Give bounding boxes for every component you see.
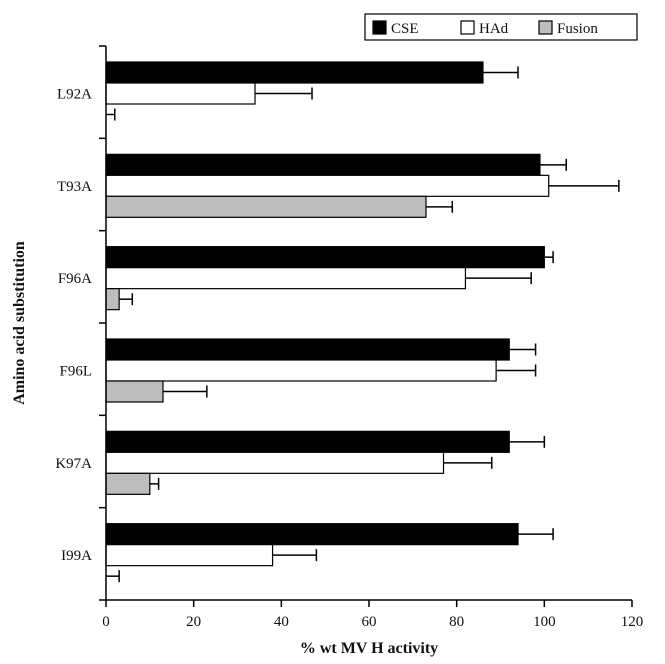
bar-cse-k97a — [105, 430, 510, 453]
bar-had-l92a — [105, 82, 256, 105]
bar-had-i99a — [105, 544, 274, 567]
legend-box — [364, 13, 638, 41]
bar-had-f96a — [105, 267, 467, 290]
category-label-f96a: F96A — [58, 271, 92, 287]
legend-swatch-had — [460, 20, 475, 35]
x-tick-label-20: 20 — [186, 614, 201, 630]
bar-cse-i99a — [105, 523, 519, 546]
x-axis-title: % wt MV H activity — [300, 640, 438, 657]
bar-had-f96l — [105, 359, 497, 382]
bar-fusion-f96a — [105, 288, 120, 311]
bar-had-k97a — [105, 451, 445, 474]
legend-label-cse: CSE — [391, 21, 419, 37]
legend-label-fusion: Fusion — [557, 21, 598, 37]
category-label-t93a: T93A — [57, 179, 92, 195]
bar-cse-t93a — [105, 153, 541, 176]
bar-fusion-k97a — [105, 472, 151, 495]
legend-swatch-fusion — [538, 20, 553, 35]
x-tick-label-100: 100 — [533, 614, 556, 630]
bar-had-t93a — [105, 174, 550, 197]
x-tick-label-60: 60 — [362, 614, 377, 630]
x-tick-label-120: 120 — [621, 614, 644, 630]
axes-group: L92A T93A F96A F96L K97A I99A 0 20 40 60 80 100 120 — [55, 45, 644, 630]
bar-fusion-t93a — [105, 195, 427, 218]
bar-fusion-f96l — [105, 380, 164, 403]
bar-cse-f96a — [105, 246, 545, 269]
x-tick-label-40: 40 — [274, 614, 289, 630]
category-label-f96l: F96L — [59, 364, 92, 380]
legend-swatch-cse — [372, 20, 387, 35]
bars-group — [105, 61, 620, 583]
bar-cse-f96l — [105, 338, 510, 361]
legend-label-had: HAd — [479, 21, 509, 37]
category-label-k97a: K97A — [55, 456, 92, 472]
category-label-i99a: I99A — [61, 548, 92, 564]
legend: CSE HAd Fusion — [364, 13, 638, 41]
x-tick-label-0: 0 — [102, 614, 110, 630]
bar-cse-l92a — [105, 61, 484, 84]
y-axis-title: Amino acid substitution — [11, 241, 28, 405]
x-tick-label-80: 80 — [449, 614, 464, 630]
category-label-l92a: L92A — [57, 87, 92, 103]
